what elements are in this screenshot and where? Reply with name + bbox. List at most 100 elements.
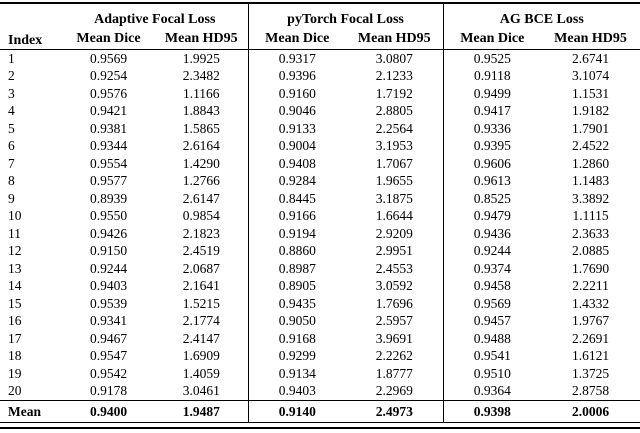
value-cell: 2.1233 (375, 68, 413, 84)
table-row: 6 0.9344 2.6164 0.9004 3.1953 0.9395 2.4522 (0, 137, 640, 155)
value-cell: 0.9381 (89, 120, 128, 136)
value-cell: 1.6644 (375, 208, 413, 224)
value-cell: 0.9150 (89, 243, 128, 259)
value-cell: 1.7696 (375, 295, 413, 311)
value-cell: 2.4553 (375, 260, 413, 276)
value-cell: 1.9767 (571, 313, 610, 329)
row-index-cell: 3 (8, 85, 15, 101)
value-cell: 0.9403 (247, 382, 346, 401)
mean-value-cell: 2.4973 (346, 400, 444, 423)
table-row: 17 0.9467 2.4147 0.9168 3.9691 0.9488 2.2691 (0, 330, 640, 348)
value-cell: 3.1875 (375, 190, 413, 206)
value-cell: 3.3892 (571, 190, 610, 206)
value-cell: 1.4059 (182, 365, 220, 381)
mean-value-cell: 0.9398 (442, 400, 542, 423)
value-cell: 3.1074 (571, 68, 610, 84)
value-cell: 0.9299 (247, 347, 346, 365)
table-header: Index Adaptive Focal Loss pyTorch Focal … (0, 3, 640, 50)
row-index-cell: 9 (8, 190, 15, 206)
row-index-cell: 5 (8, 120, 15, 136)
row-index-cell: 13 (8, 260, 22, 276)
table-row: 3 0.9576 1.1166 0.9160 1.7192 0.9499 1.1531 (0, 85, 640, 103)
value-cell: 1.7690 (571, 260, 610, 276)
value-cell: 3.1953 (375, 138, 413, 154)
group-header-pytorch-focal-loss: pyTorch Focal Loss (247, 3, 444, 28)
value-cell: 1.8843 (182, 103, 220, 119)
value-cell: 1.8777 (375, 365, 413, 381)
value-cell: 0.9178 (89, 383, 128, 399)
row-index-cell: 10 (8, 208, 22, 224)
value-cell: 0.9364 (442, 382, 542, 401)
row-index-cell: 6 (8, 138, 15, 154)
row-index-cell: 1 (8, 50, 15, 66)
value-cell: 2.2211 (572, 278, 609, 294)
mean-row: Mean 0.9400 1.9487 0.9140 2.4973 0.9398 … (0, 400, 640, 423)
value-cell: 0.9133 (247, 120, 346, 138)
group-header-row: Index Adaptive Focal Loss pyTorch Focal … (0, 3, 640, 48)
value-cell: 1.4332 (571, 295, 610, 311)
value-cell: 0.9396 (247, 67, 346, 85)
value-cell: 2.1641 (182, 278, 220, 294)
value-cell: 0.8905 (247, 277, 346, 295)
value-cell: 0.9488 (442, 330, 542, 348)
table-row: 8 0.9577 1.2766 0.9284 1.9655 0.9613 1.1483 (0, 172, 640, 190)
value-cell: 2.8805 (375, 103, 413, 119)
value-cell: 0.9479 (442, 207, 542, 225)
value-cell: 1.2766 (182, 173, 220, 189)
value-cell: 0.9539 (89, 295, 128, 311)
value-cell: 3.0461 (182, 383, 220, 399)
value-cell: 0.9457 (442, 312, 542, 330)
value-cell: 1.1483 (571, 173, 610, 189)
table-row: 10 0.9550 0.9854 0.9166 1.6644 0.9479 1.1115 (0, 207, 640, 225)
value-cell: 2.4519 (182, 243, 220, 259)
table-body: 1 0.9569 1.9925 0.9317 3.0807 0.9525 2.6741 2 0.… (0, 49, 640, 401)
value-cell: 0.8987 (247, 260, 346, 278)
subheader-pytorch-mean-dice: Mean Dice (247, 28, 346, 50)
value-cell: 2.6147 (182, 190, 220, 206)
value-cell: 0.9510 (442, 365, 542, 383)
value-cell: 0.9046 (247, 102, 346, 120)
row-index-cell: 14 (8, 278, 22, 294)
mean-value-cell: 2.0006 (541, 400, 640, 423)
value-cell: 1.7067 (375, 155, 413, 171)
value-cell: 0.9194 (247, 225, 346, 243)
table-row: 2 0.9254 2.3482 0.9396 2.1233 0.9118 3.1074 (0, 67, 640, 85)
value-cell: 0.9168 (247, 330, 346, 348)
value-cell: 1.6909 (182, 348, 220, 364)
value-cell: 2.3482 (182, 68, 220, 84)
table-row: 9 0.8939 2.6147 0.8445 3.1875 0.8525 3.3892 (0, 190, 640, 208)
value-cell: 2.0885 (571, 243, 610, 259)
value-cell: 3.9691 (375, 330, 413, 346)
value-cell: 3.0592 (375, 278, 413, 294)
value-cell: 0.9606 (442, 155, 542, 173)
row-index-cell: 2 (8, 68, 15, 84)
value-cell: 0.9336 (442, 120, 542, 138)
value-cell: 0.9547 (89, 348, 128, 364)
value-cell: 2.2691 (571, 330, 610, 346)
table-row: 14 0.9403 2.1641 0.8905 3.0592 0.9458 2.2211 (0, 277, 640, 295)
sub-header-row: Mean Dice Mean HD95 Mean Dice Mean HD95 … (0, 28, 640, 50)
value-cell: 0.9284 (247, 172, 346, 190)
group-header-ag-bce-loss: AG BCE Loss (442, 3, 640, 28)
value-cell: 2.4522 (571, 138, 610, 154)
row-index-cell: 15 (8, 295, 22, 311)
table-row: 5 0.9381 1.5865 0.9133 2.2564 0.9336 1.7901 (0, 120, 640, 138)
value-cell: 0.8939 (89, 190, 128, 206)
value-cell: 0.9554 (89, 155, 128, 171)
value-cell: 2.4147 (182, 330, 220, 346)
value-cell: 0.9467 (89, 330, 128, 346)
mean-value-cell: 0.9140 (247, 400, 346, 423)
mean-row-label: Mean (0, 400, 62, 423)
value-cell: 0.9254 (89, 68, 128, 84)
value-cell: 0.9403 (89, 278, 128, 294)
value-cell: 2.1823 (182, 225, 220, 241)
value-cell: 0.9613 (442, 172, 542, 190)
value-cell: 1.9925 (182, 50, 220, 66)
table-row: 20 0.9178 3.0461 0.9403 2.2969 0.9364 2.8758 (0, 382, 640, 401)
value-cell: 0.9550 (89, 208, 128, 224)
value-cell: 1.1115 (572, 208, 609, 224)
value-cell: 1.7192 (375, 85, 413, 101)
table-row: 7 0.9554 1.4290 0.9408 1.7067 0.9606 1.2860 (0, 155, 640, 173)
value-cell: 0.8445 (247, 190, 346, 208)
